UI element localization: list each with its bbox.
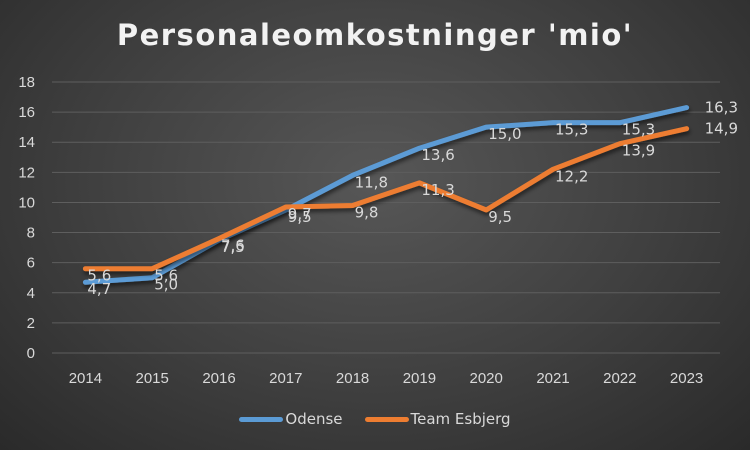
x-tick-label: 2019 (403, 370, 436, 387)
y-tick-label: 16 (18, 104, 35, 121)
legend-swatch-team-esbjerg (364, 416, 409, 422)
x-tick-label: 2020 (470, 370, 503, 387)
data-label: 5,6 (87, 267, 111, 285)
legend-item-odense[interactable]: Odense (239, 410, 343, 428)
legend-item-team-esbjerg[interactable]: Team Esbjerg (364, 410, 511, 428)
legend-label-team-esbjerg: Team Esbjerg (410, 410, 511, 428)
x-tick-label: 2018 (336, 370, 369, 387)
x-tick-label: 2016 (202, 370, 235, 387)
data-label: 11,3 (421, 181, 454, 199)
data-label: 4,7 (87, 280, 111, 298)
y-tick-label: 8 (27, 225, 35, 242)
y-tick-label: 0 (27, 345, 35, 362)
data-label: 9,5 (488, 208, 512, 226)
y-tick-label: 10 (18, 194, 35, 211)
data-label: 9,8 (355, 203, 379, 221)
x-tick-label: 2015 (136, 370, 169, 387)
y-tick-label: 2 (27, 315, 35, 332)
data-label: 15,3 (622, 121, 655, 139)
data-label: 9,7 (288, 205, 312, 223)
data-label: 15,3 (555, 121, 588, 139)
x-tick-label: 2017 (269, 370, 302, 387)
x-tick-label: 2023 (670, 370, 703, 387)
data-label: 15,0 (488, 125, 521, 143)
x-tick-label: 2021 (536, 370, 569, 387)
y-tick-label: 18 (18, 74, 35, 91)
chart-title: Personaleomkostninger 'mio' (116, 18, 634, 52)
data-label: 7,5 (221, 238, 245, 256)
y-tick-label: 6 (27, 255, 35, 272)
data-label: 12,2 (555, 167, 588, 185)
x-tick-label: 2014 (69, 370, 102, 387)
data-label: 5,6 (154, 267, 178, 285)
gridlines (52, 81, 720, 354)
legend-swatch-odense (239, 416, 284, 422)
series-lines (82, 105, 690, 285)
series-line-team-esbjerg (82, 126, 690, 272)
y-tick-label: 4 (27, 285, 35, 302)
data-label: 5,0 (154, 276, 178, 294)
data-label: 13,6 (421, 146, 454, 164)
data-labels: 4,7 5,0 7,5 9,5 11,8 13,6 15,0 15,3 15,3 16,3 5,6 5… (87, 99, 738, 299)
data-label: 13,9 (622, 142, 655, 160)
x-tick-label: 2022 (603, 370, 636, 387)
y-tick-label: 14 (18, 134, 35, 151)
data-label: 11,8 (355, 173, 388, 191)
y-axis-ticks: 0 2 4 6 8 10 12 14 16 18 (18, 74, 35, 362)
legend: Odense Team Esbjerg (0, 410, 750, 428)
data-label: 14,9 (705, 120, 738, 138)
series-line-odense (82, 105, 690, 285)
x-axis-ticks: 2014 2015 2016 2017 2018 2019 2020 2021 2022 2023 (69, 370, 704, 387)
y-tick-label: 12 (18, 164, 35, 181)
data-label: 7,6 (221, 237, 245, 255)
legend-label-odense: Odense (285, 410, 343, 428)
data-label: 9,5 (288, 208, 312, 226)
data-label: 16,3 (705, 99, 738, 117)
